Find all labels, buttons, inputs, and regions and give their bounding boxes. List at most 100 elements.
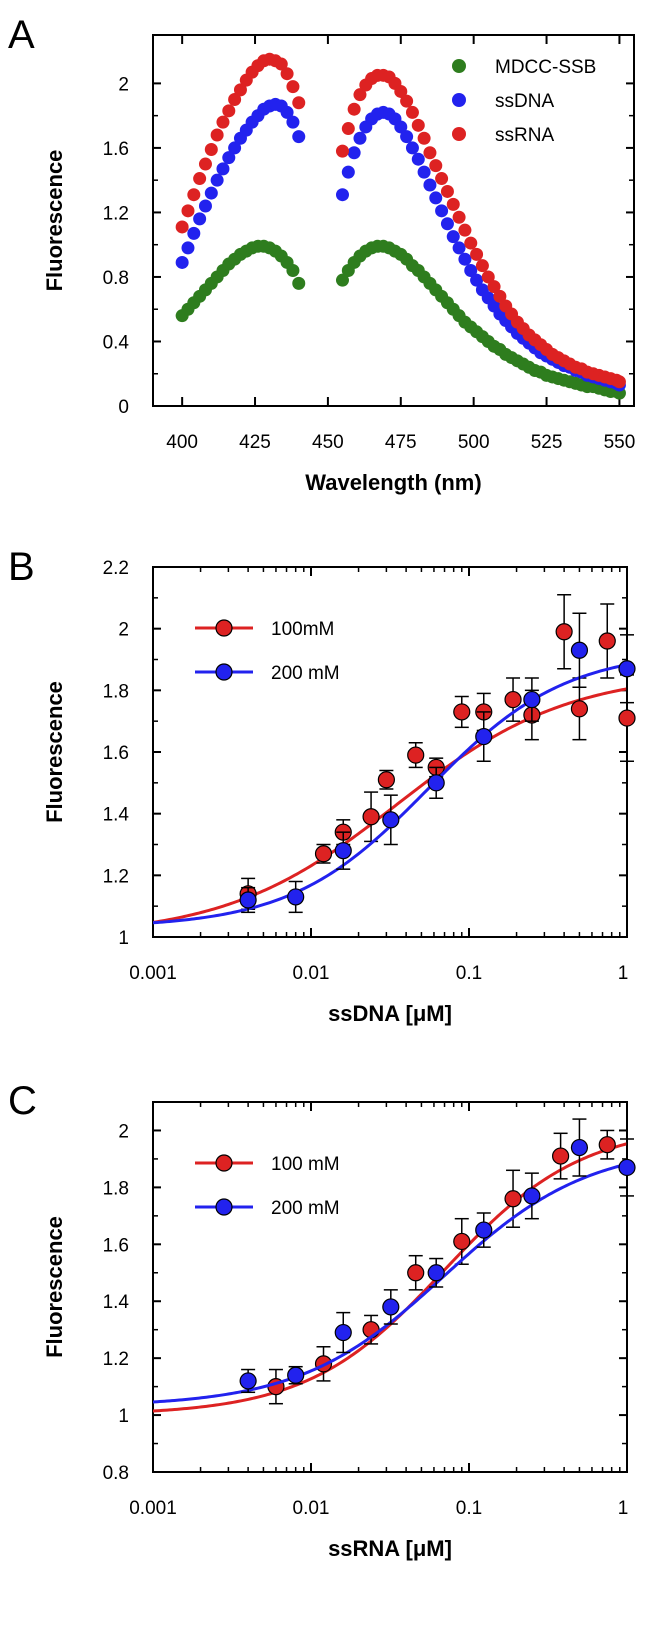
- x-tick-label: 425: [239, 432, 271, 453]
- data-point: [228, 141, 242, 155]
- plot-frame: [152, 34, 635, 407]
- panel-letter: B: [8, 545, 35, 589]
- data-point: [618, 709, 636, 727]
- data-point: [362, 808, 380, 826]
- data-point: [405, 105, 419, 119]
- series-200-mm: [153, 1118, 636, 1404]
- data-point: [222, 104, 236, 118]
- legend-label: ssDNA: [495, 91, 554, 112]
- data-point: [400, 94, 414, 108]
- data-point: [504, 690, 522, 709]
- legend-marker: [215, 1198, 233, 1216]
- y-tick-label: 0.8: [103, 1463, 129, 1484]
- data-point: [216, 115, 230, 129]
- y-tick-label: 1.8: [103, 1178, 129, 1199]
- data-point: [187, 188, 201, 202]
- data-point: [292, 96, 306, 110]
- data-point: [555, 623, 573, 641]
- series-200-mm: [153, 612, 636, 925]
- y-tick-label: 1.2: [103, 866, 129, 887]
- y-tick-label: 1.2: [103, 203, 129, 224]
- data-point: [353, 88, 367, 102]
- data-point: [187, 226, 201, 240]
- series-ssdna: [175, 97, 626, 392]
- y-axis-title: Fluorescence: [42, 150, 67, 292]
- y-tick-label: 1.6: [103, 1235, 129, 1256]
- data-point: [341, 122, 355, 136]
- series-100mm: [153, 594, 636, 924]
- x-tick-label: 0.001: [129, 1498, 177, 1519]
- data-point: [274, 57, 288, 71]
- y-tick-label: 2: [118, 620, 129, 641]
- data-point: [427, 1264, 445, 1282]
- data-point: [452, 241, 466, 255]
- x-tick-label: 450: [312, 432, 344, 453]
- data-point: [347, 146, 361, 160]
- x-tick-label: 500: [458, 432, 490, 453]
- x-tick-label: 0.001: [129, 963, 177, 984]
- legend: 100mM 200 mM: [195, 619, 340, 684]
- x-tick-label: 0.01: [293, 1498, 330, 1519]
- data-point: [193, 172, 207, 186]
- data-point: [453, 703, 471, 721]
- data-point: [407, 1264, 425, 1282]
- y-tick-label: 0.8: [103, 268, 129, 289]
- panel-letter: C: [8, 1079, 37, 1123]
- data-point: [405, 141, 419, 155]
- data-point: [347, 102, 361, 116]
- data-point: [464, 264, 478, 278]
- legend-label: MDCC-SSB: [495, 57, 596, 78]
- chart-panel-c: C 0.8 1 1.2 1.4 1.6 1.8 2 0.001 0.01 0.1 1 ssRNA [μM…: [8, 1079, 636, 1561]
- y-tick-label: 0.4: [103, 332, 130, 353]
- fit-curve: [153, 1142, 627, 1413]
- data-point: [175, 220, 189, 234]
- fit-curve: [153, 663, 627, 925]
- y-tick-label: 1.2: [103, 1349, 129, 1370]
- data-point: [292, 130, 306, 144]
- y-tick-label: 2.2: [103, 558, 129, 579]
- data-point: [239, 891, 257, 909]
- data-point: [470, 247, 484, 261]
- data-point: [570, 641, 589, 659]
- legend-label: 200 mM: [271, 663, 340, 684]
- y-tick-label: 0: [118, 397, 129, 418]
- plot-frame: [152, 1101, 628, 1473]
- data-point: [493, 289, 507, 303]
- data-point: [193, 212, 207, 226]
- data-point: [286, 80, 300, 94]
- data-point: [377, 771, 395, 789]
- y-tick-label: 1.4: [103, 805, 130, 826]
- data-point: [335, 188, 349, 202]
- x-tick-label: 0.1: [456, 963, 482, 984]
- data-point: [334, 1323, 352, 1342]
- data-point: [612, 375, 626, 389]
- data-point: [286, 115, 300, 129]
- series-mdcc-ssb: [175, 239, 626, 400]
- y-axis-title: Fluorescence: [42, 1216, 67, 1358]
- data-point: [210, 173, 224, 187]
- data-point: [504, 1190, 522, 1208]
- data-point: [552, 1147, 570, 1165]
- legend-marker: [452, 127, 466, 141]
- data-point: [470, 273, 484, 287]
- y-tick-label: 1.6: [103, 743, 129, 764]
- y-axis-title: Fluorescence: [42, 681, 67, 823]
- legend-marker: [215, 1154, 233, 1172]
- data-point: [464, 236, 478, 250]
- data-point: [475, 727, 493, 746]
- data-point: [400, 130, 414, 144]
- data-point: [446, 230, 460, 244]
- x-tick-label: 0.01: [293, 963, 330, 984]
- data-point: [440, 184, 454, 198]
- data-point: [198, 199, 212, 213]
- x-axis-title: ssDNA [μM]: [328, 1001, 452, 1026]
- data-point: [280, 67, 294, 81]
- data-point: [198, 157, 212, 171]
- data-point: [287, 1366, 305, 1384]
- x-tick-label: 525: [531, 432, 563, 453]
- x-tick-label: 1: [618, 963, 629, 984]
- data-point: [341, 165, 355, 179]
- data-point: [452, 210, 466, 224]
- x-tick-label: 550: [604, 432, 636, 453]
